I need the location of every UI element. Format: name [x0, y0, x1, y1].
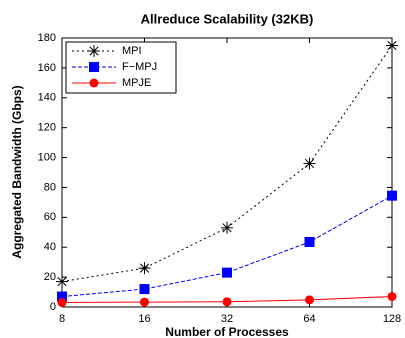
y-tick-label: 20 — [44, 271, 56, 283]
marker — [57, 291, 67, 302]
marker-stroke — [387, 40, 397, 51]
marker-stroke — [222, 223, 232, 233]
y-tick-label: 80 — [44, 181, 56, 193]
marker-shape — [387, 190, 397, 201]
marker — [303, 157, 316, 170]
series-line — [61, 195, 393, 298]
marker — [387, 190, 397, 201]
x-tick-label: 16 — [138, 313, 150, 325]
legend-label: MPJE — [122, 77, 151, 89]
x-tick-label: 8 — [59, 313, 65, 325]
marker — [89, 78, 99, 88]
marker — [89, 62, 99, 72]
y-tick-label: 120 — [38, 122, 56, 134]
x-tick-label: 128 — [383, 313, 401, 325]
marker — [140, 297, 149, 307]
marker — [304, 236, 315, 247]
marker-shape — [57, 291, 67, 302]
marker — [57, 298, 67, 308]
marker-shape — [304, 236, 315, 247]
legend-label: MPI — [122, 45, 142, 57]
marker-shape — [222, 297, 232, 307]
marker — [138, 262, 151, 275]
y-tick-label: 40 — [44, 241, 56, 253]
marker-shape — [222, 267, 232, 278]
marker-stroke — [139, 263, 150, 273]
y-tick-label: 140 — [38, 92, 56, 104]
legend-box — [65, 41, 177, 94]
marker — [88, 45, 100, 57]
marker — [222, 267, 232, 278]
y-tick-label: 180 — [38, 32, 56, 44]
chart-title: Allreduce Scalability (32KB) — [141, 11, 314, 26]
marker — [139, 284, 150, 295]
marker — [56, 275, 68, 288]
marker-shape — [89, 62, 99, 72]
marker — [305, 295, 314, 305]
marker-shape — [140, 297, 149, 307]
marker-shape — [89, 78, 99, 88]
marker-shape — [139, 284, 150, 295]
x-axis-label: Number of Processes — [165, 325, 289, 338]
x-tick-label: 32 — [221, 313, 233, 325]
marker — [386, 39, 398, 52]
y-tick-label: 0 — [50, 301, 56, 313]
marker-stroke — [304, 158, 315, 169]
marker-shape — [57, 298, 67, 308]
y-axis-label: Aggregated Bandwidth (Gbps) — [10, 85, 24, 258]
marker-stroke — [57, 276, 67, 287]
x-tick-label: 64 — [303, 313, 315, 325]
marker — [387, 292, 397, 302]
marker-shape — [387, 292, 397, 302]
y-tick-label: 60 — [44, 211, 56, 223]
marker — [222, 297, 232, 307]
marker — [221, 221, 233, 234]
marker-stroke — [89, 46, 99, 56]
legend-label: F−MPJ — [122, 61, 157, 73]
marker-shape — [305, 295, 314, 305]
y-tick-label: 100 — [38, 151, 56, 163]
y-tick-label: 160 — [38, 62, 56, 74]
